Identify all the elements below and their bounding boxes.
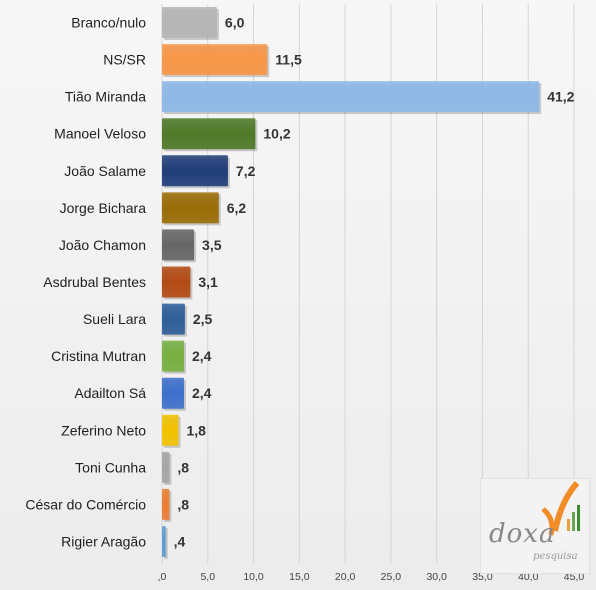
- bar-ns-sr: [162, 44, 268, 76]
- value-label: 2,5: [193, 311, 213, 327]
- bar-jorge-bichara: [162, 192, 219, 224]
- category-label: Rigier Aragão: [61, 533, 146, 549]
- value-label: 2,4: [192, 348, 212, 364]
- category-label: João Salame: [64, 163, 146, 179]
- value-label: 6,0: [225, 15, 245, 31]
- doxa-logo: doxa pesquisa: [480, 478, 590, 574]
- category-label: NS/SR: [103, 52, 146, 68]
- bar-sueli-lara: [162, 303, 185, 335]
- x-tick-label: 35,0: [472, 571, 493, 583]
- x-tick-label: 40,0: [518, 571, 539, 583]
- logo-text: doxa: [489, 519, 556, 549]
- category-label: Manoel Veloso: [54, 126, 146, 142]
- category-label: Asdrubal Bentes: [43, 274, 146, 290]
- x-tick-label: 10,0: [243, 571, 264, 583]
- category-label: Adailton Sá: [74, 385, 146, 401]
- value-label: ,4: [174, 533, 186, 549]
- category-label: Zeferino Neto: [61, 422, 146, 438]
- category-label: César do Comércio: [25, 496, 146, 512]
- bar-c-sar-do-com-rcio: [162, 488, 170, 520]
- value-label: 2,4: [192, 385, 212, 401]
- doxa-mark-icon: [541, 481, 580, 536]
- value-label: 7,2: [236, 163, 256, 179]
- x-tick-label: 5,0: [200, 571, 215, 583]
- category-label: João Chamon: [59, 237, 146, 253]
- value-label: 1,8: [186, 422, 206, 438]
- value-label: 3,1: [198, 274, 218, 290]
- x-tick-label: 30,0: [426, 571, 447, 583]
- x-tick-label: 45,0: [564, 571, 585, 583]
- bar-branco-nulo: [162, 7, 217, 39]
- bar-jo-o-chamon: [162, 229, 195, 261]
- bar-zeferino-neto: [162, 414, 179, 446]
- value-label: ,8: [177, 496, 189, 512]
- x-tick-label: 15,0: [289, 571, 310, 583]
- category-label: Jorge Bichara: [60, 200, 147, 216]
- value-label: 3,5: [202, 237, 222, 253]
- category-label: Cristina Mutran: [51, 348, 146, 364]
- bar-cristina-mutran: [162, 340, 184, 372]
- logo-subtext: pesquisa: [533, 551, 578, 562]
- value-label: 6,2: [227, 200, 247, 216]
- bar-toni-cunha: [162, 451, 170, 483]
- category-label: Branco/nulo: [71, 15, 146, 31]
- bar-manoel-veloso: [162, 118, 256, 150]
- x-tick-label: ,0: [158, 571, 167, 583]
- x-tick-label: 20,0: [335, 571, 356, 583]
- value-label: 41,2: [547, 89, 574, 105]
- value-label: 11,5: [275, 52, 302, 68]
- bar-rigier-arag-o: [162, 525, 166, 557]
- bar-jo-o-salame: [162, 155, 228, 187]
- bar-asdrubal-bentes: [162, 266, 191, 298]
- bar-adailton-s-: [162, 377, 184, 409]
- category-label: Toni Cunha: [75, 459, 146, 475]
- value-label: 10,2: [263, 126, 290, 142]
- value-label: ,8: [177, 459, 189, 475]
- bar-ti-o-miranda: [162, 81, 540, 113]
- category-label: Sueli Lara: [83, 311, 146, 327]
- x-tick-label: 25,0: [381, 571, 402, 583]
- category-label: Tião Miranda: [65, 89, 146, 105]
